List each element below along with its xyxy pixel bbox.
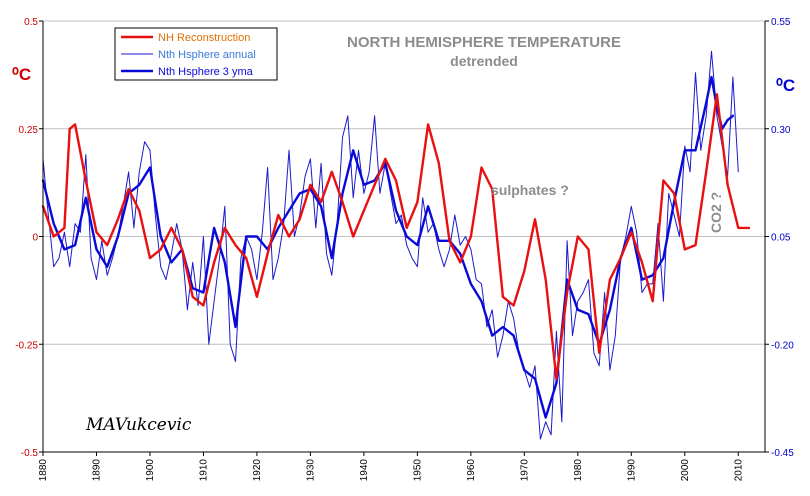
right-tick-label: 0.55 [771, 17, 791, 28]
x-tick-label: 1960 [466, 459, 477, 482]
annotation-sulphates: sulphates ? [491, 182, 569, 198]
left-tick-label: -0.25 [15, 340, 38, 351]
x-tick-label: 1910 [198, 459, 209, 482]
x-tick-label: 1970 [519, 459, 530, 482]
series-line-nh-reconstruction [41, 93, 751, 380]
right-tick-label: -0.20 [771, 340, 794, 351]
legend: NH Reconstruction Nth Hsphere annual Nth… [114, 27, 278, 81]
x-tick-label: 2000 [680, 459, 691, 482]
x-tick-label: 1920 [252, 459, 263, 482]
right-tick-label: -0.45 [771, 448, 794, 459]
series-lines [41, 50, 751, 440]
left-tick-label: -0.5 [21, 448, 39, 459]
right-tick-label: 0.05 [771, 233, 791, 244]
left-tick-label: 0.25 [19, 125, 39, 136]
legend-label-nh-annual: Nth Hsphere annual [158, 49, 256, 61]
legend-label-nh-reconstruction: NH Reconstruction [158, 32, 250, 44]
left-tick-label: 0 [32, 233, 38, 244]
legend-label-nh-3yma: Nth Hsphere 3 yma [158, 66, 254, 78]
left-axis-unit: ⁰C [12, 65, 31, 84]
right-axis-unit: ⁰C [776, 76, 795, 95]
x-tick-label: 1980 [573, 459, 584, 482]
right-tick-label: 0.30 [771, 125, 791, 136]
x-tick-label: 1890 [91, 459, 102, 482]
x-tick-label: 1930 [305, 459, 316, 482]
x-tick-label: 1880 [38, 459, 49, 482]
gridlines [43, 20, 765, 453]
x-tick-label: 1990 [626, 459, 637, 482]
chart-subtitle: detrended [450, 53, 518, 69]
x-tick-label: 1950 [412, 459, 423, 482]
chart-title: NORTH HEMISPHERE TEMPERATURE [347, 34, 621, 51]
x-tick-label: 1900 [145, 459, 156, 482]
author-signature: MAVukcevic [85, 415, 192, 435]
annotation-co2: CO2 ? [708, 192, 724, 233]
series-line-nth-hsphere-3-yma [41, 75, 735, 419]
x-tick-label: 1940 [359, 459, 370, 482]
axes: 0.5 0.25 0 -0.25 -0.5 0.55 0.30 0.05 -0.20 -0.45 1… [15, 17, 794, 481]
left-tick-label: 0.5 [24, 17, 38, 28]
x-tick-label: 2010 [733, 459, 744, 482]
